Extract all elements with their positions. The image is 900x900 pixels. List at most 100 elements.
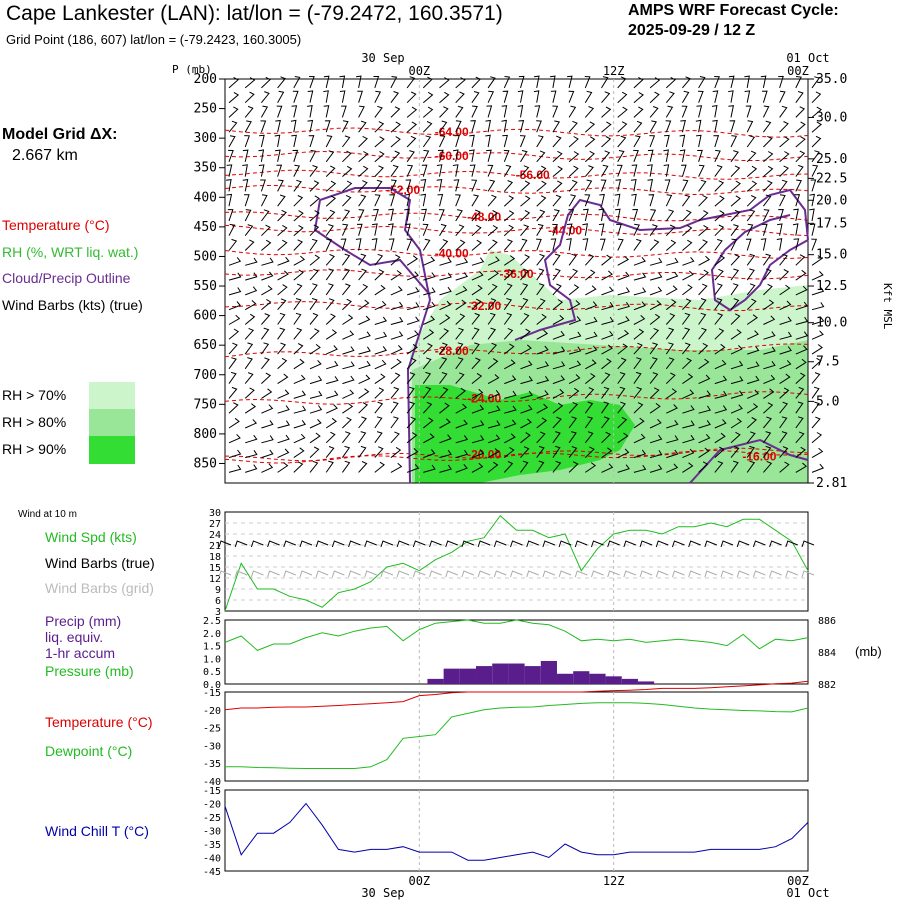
wind-barb	[568, 374, 581, 385]
wind-barb	[406, 238, 413, 251]
wind-barb	[342, 403, 354, 414]
wind-barb	[358, 388, 370, 399]
wind-barb	[244, 387, 255, 399]
wind-barb	[698, 269, 709, 281]
wind-barb	[325, 224, 334, 236]
wind-barb	[584, 373, 596, 384]
wind-barb	[601, 386, 610, 399]
wind-barb	[341, 253, 351, 266]
pressure-tick-label: 200	[194, 72, 217, 87]
wind-barb	[325, 298, 335, 311]
wind-barb	[633, 371, 642, 384]
wind-barb	[682, 270, 694, 281]
wind-barb	[795, 179, 802, 192]
wind-barb	[582, 238, 589, 251]
wind-barb	[244, 105, 254, 118]
wind-barb	[342, 389, 355, 399]
wind-barb	[617, 357, 627, 370]
wind-barb	[228, 371, 237, 384]
surface-wind-barb	[510, 570, 523, 578]
wind-barb	[633, 301, 646, 311]
wind-barb	[290, 119, 297, 133]
wind-barb	[471, 239, 482, 251]
wind-barb	[631, 164, 638, 177]
wind-barb	[714, 76, 720, 89]
wind-barb	[307, 119, 314, 133]
wind-barb	[342, 375, 355, 385]
wind-barb	[568, 179, 578, 192]
pressure-tick-label: 350	[194, 161, 217, 176]
wind-barb	[244, 224, 254, 237]
pressure-line	[224, 619, 809, 651]
wind-barb	[293, 461, 304, 473]
wind-barb	[406, 432, 418, 444]
wind-barb	[779, 105, 788, 118]
wind-barb	[665, 120, 672, 133]
wind-barb	[698, 224, 709, 237]
wind-barb	[309, 359, 322, 370]
wind-barb	[420, 193, 427, 207]
wind-barb	[665, 342, 674, 355]
wind-barb	[325, 135, 333, 148]
wind-barb	[261, 372, 272, 384]
wind-barb	[795, 301, 809, 311]
wind-barb	[390, 401, 399, 414]
wind-barb	[633, 386, 643, 399]
wind-barb	[779, 446, 789, 458]
wind-barb	[568, 346, 582, 355]
pressure-tick-label: 400	[194, 190, 217, 205]
wind-barb	[422, 91, 434, 104]
wind-barb	[277, 270, 289, 281]
wind-barb	[779, 194, 786, 207]
wind-barb	[437, 193, 444, 207]
wind-barb	[228, 402, 239, 414]
wind-barb	[374, 269, 385, 281]
wind-barb	[452, 164, 459, 177]
wind-barb	[617, 416, 628, 429]
wind-barb	[762, 223, 768, 236]
wind-barb	[501, 119, 508, 133]
surface-wind-barb	[267, 570, 280, 578]
wind-barb	[261, 435, 274, 444]
wind-barb	[228, 328, 240, 340]
wind-barb	[811, 401, 820, 414]
wind-barb	[244, 120, 252, 133]
wind-barb	[567, 75, 573, 89]
wind-barb	[275, 149, 281, 162]
wind-barb	[666, 271, 679, 281]
wind-barb	[536, 223, 544, 236]
wind-barb	[714, 328, 725, 340]
wind-barb	[714, 343, 726, 355]
wind-barb	[244, 300, 257, 311]
wind-barb	[779, 331, 793, 340]
temp-contour-label: -20.00	[467, 448, 501, 462]
precip-bar	[589, 673, 606, 684]
wind-barb	[601, 270, 613, 281]
wind-barb	[649, 286, 663, 296]
wind-barb	[714, 268, 724, 281]
height-tick-label: 2.81	[816, 476, 847, 491]
surface-wind-barb	[688, 570, 701, 578]
height-tick-label: 30.0	[816, 110, 847, 125]
wind-barb	[698, 164, 705, 177]
wind-barb	[730, 418, 742, 429]
height-axis-label: Kft MSL	[881, 283, 894, 330]
wind-barb	[406, 164, 414, 177]
wind-barb	[309, 446, 320, 458]
precip-accum-label: 1-hr accum	[45, 645, 116, 661]
wind-barb	[584, 446, 595, 458]
wind-barb	[679, 149, 686, 162]
temp-tick-label: -25	[203, 724, 221, 735]
wind-barb	[374, 401, 384, 414]
wind-barb	[358, 194, 367, 207]
wind-barb	[568, 387, 580, 399]
wind-barb	[665, 224, 676, 237]
wind-barb	[792, 223, 799, 236]
wind-barb	[471, 312, 481, 325]
wind-barb	[633, 287, 647, 296]
wind-barb	[617, 271, 630, 281]
wind-barb	[309, 165, 319, 177]
wind-barb	[405, 179, 412, 192]
wind-barb	[277, 462, 289, 473]
wind-barb	[552, 388, 565, 399]
